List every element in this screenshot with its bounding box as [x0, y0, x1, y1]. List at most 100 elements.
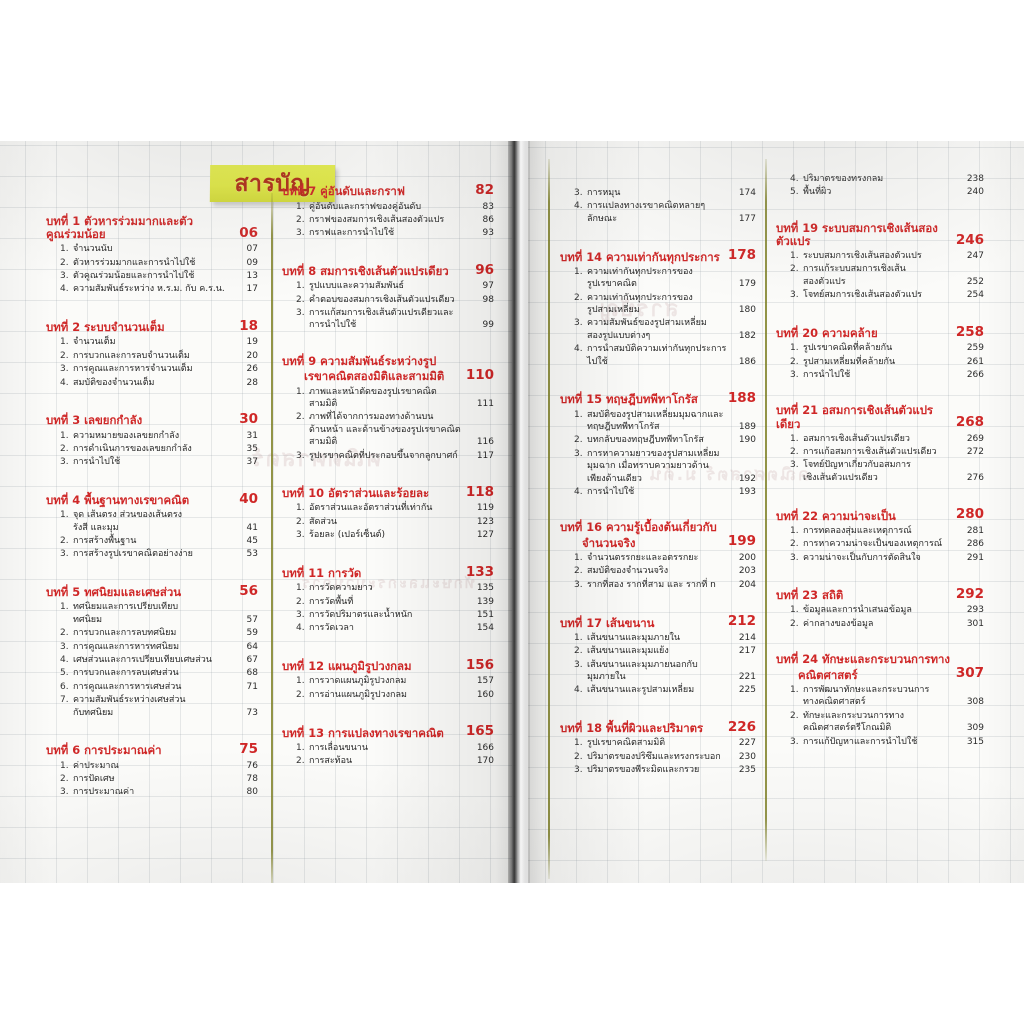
toc-entry[interactable]: 3. รากที่สอง รากที่สาม และ รากที่ n 204 — [574, 579, 756, 591]
toc-entry[interactable]: 1. ค่าประมาณ 76 — [60, 760, 258, 772]
toc-entry[interactable]: 1. ระบบสมการเชิงเส้นสองตัวแปร 247 — [790, 250, 984, 262]
toc-entry[interactable]: 1. การวาดแผนภูมิรูปวงกลม 157 — [296, 675, 494, 687]
toc-entry[interactable]: 2. กราฟของสมการเชิงเส้นสองตัวแปร 86 — [296, 214, 494, 226]
toc-entry[interactable]: 3. การหมุน 174 — [574, 187, 756, 199]
toc-entry[interactable]: 3. ความสัมพันธ์ของรูปสามเหลี่ยม สองรูปแบบต… — [574, 317, 756, 342]
toc-chapter-heading[interactable]: บทที่ 18 พื้นที่ผิวและปริมาตร 226 — [560, 719, 756, 736]
toc-entry[interactable]: 2. ตัวหารร่วมมากและการนำไปใช้ 09 — [60, 257, 258, 269]
toc-entry[interactable]: 4. เศษส่วนและการเปรียบเทียบเศษส่วน 67 — [60, 654, 258, 666]
toc-entry[interactable]: 2. การหาความน่าจะเป็นของเหตุการณ์ 286 — [790, 538, 984, 550]
toc-entry[interactable]: 3. ร้อยละ (เปอร์เซ็นต์) 127 — [296, 529, 494, 541]
toc-entry[interactable]: 3. โจทย์ปัญหาเกี่ยวกับอสมการ เชิงเส้นตัวแป… — [790, 459, 984, 484]
toc-entry[interactable]: 3. การแก้ปัญหาและการนำไปใช้ 315 — [790, 736, 984, 748]
toc-entry[interactable]: 3. การประมาณค่า 80 — [60, 786, 258, 798]
toc-chapter-heading[interactable]: บทที่ 5 ทศนิยมและเศษส่วน 56 — [46, 583, 258, 600]
toc-entry[interactable]: 4. การวัดเวลา 154 — [296, 622, 494, 634]
toc-chapter-heading[interactable]: บทที่ 3 เลขยกกำลัง 30 — [46, 411, 258, 428]
toc-chapter-heading[interactable]: บทที่ 17 เส้นขนาน 212 — [560, 614, 756, 630]
toc-entry[interactable]: 1. ความเท่ากันทุกประการของ รูปเรขาคณิต 179 — [574, 266, 756, 291]
toc-chapter-heading[interactable]: บทที่ 12 แผนภูมิรูปวงกลม 156 — [282, 657, 494, 674]
toc-entry[interactable]: 3. การนำไปใช้ 266 — [790, 369, 984, 381]
toc-entry[interactable]: 4. สมบัติของจำนวนเต็ม 28 — [60, 377, 258, 389]
toc-entry[interactable]: 5. การบวกและการลบเศษส่วน 68 — [60, 667, 258, 679]
toc-entry[interactable]: 2. การดำเนินการของเลขยกกำลัง 35 — [60, 443, 258, 455]
toc-entry[interactable]: 1. จุด เส้นตรง ส่วนของเส้นตรง รังสี และมุม… — [60, 509, 258, 534]
toc-entry[interactable]: 1. การทดลองสุ่มและเหตุการณ์ 281 — [790, 525, 984, 537]
toc-chapter-heading[interactable]: บทที่ 8 สมการเชิงเส้นตัวแปรเดียว 96 — [282, 262, 494, 279]
toc-entry[interactable]: 1. สมบัติของรูปสามเหลี่ยมมุมฉากและ ทฤษฎีบท… — [574, 409, 756, 434]
toc-entry[interactable]: 1. ข้อมูลและการนำเสนอข้อมูล 293 — [790, 604, 984, 616]
toc-entry[interactable]: 4. ปริมาตรของทรงกลม 238 — [790, 173, 984, 185]
toc-entry[interactable]: 4. เส้นขนานและรูปสามเหลี่ยม 225 — [574, 684, 756, 696]
toc-entry[interactable]: 3. ความน่าจะเป็นกับการตัดสินใจ 291 — [790, 552, 984, 564]
toc-entry[interactable]: 1. การวัดความยาว 135 — [296, 582, 494, 594]
toc-entry[interactable]: 2. การสร้างพื้นฐาน 45 — [60, 535, 258, 547]
toc-entry[interactable]: 1. อัตราส่วนและอัตราส่วนที่เท่ากัน 119 — [296, 502, 494, 514]
toc-entry[interactable]: 2. การสะท้อน 170 — [296, 755, 494, 767]
toc-entry[interactable]: 2. การอ่านแผนภูมิรูปวงกลม 160 — [296, 689, 494, 701]
toc-entry[interactable]: 2. สมบัติของจำนวนจริง 203 — [574, 565, 756, 577]
toc-chapter-heading[interactable]: บทที่ 11 การวัด 133 — [282, 564, 494, 581]
toc-entry[interactable]: 2. การแก้ระบบสมการเชิงเส้น สองตัวแปร 252 — [790, 263, 984, 288]
toc-chapter-heading[interactable]: บทที่ 1 ตัวหารร่วมมากและตัวคูณร่วมน้อย 06 — [46, 214, 258, 241]
toc-entry[interactable]: 2. ทักษะและกระบวนการทาง คณิตศาสตร์ตรีโกณมิ… — [790, 710, 984, 735]
toc-entry[interactable]: 3. โจทย์สมการเชิงเส้นสองตัวแปร 254 — [790, 289, 984, 301]
toc-entry[interactable]: 1. ความหมายของเลขยกกำลัง 31 — [60, 430, 258, 442]
toc-chapter-heading[interactable]: บทที่ 2 ระบบจำนวนเต็ม 18 — [46, 318, 258, 335]
toc-entry[interactable]: 5. พื้นที่ผิว 240 — [790, 186, 984, 198]
toc-entry[interactable]: 3. การคูณและการหารจำนวนเต็ม 26 — [60, 363, 258, 375]
toc-entry[interactable]: 7. ความสัมพันธ์ระหว่างเศษส่วน กับทศนิยม 73 — [60, 694, 258, 719]
toc-chapter-heading[interactable]: บทที่ 23 สถิติ 292 — [776, 586, 984, 603]
toc-chapter-heading[interactable]: บทที่ 13 การแปลงทางเรขาคณิต 165 — [282, 724, 494, 740]
toc-chapter-heading[interactable]: บทที่ 9 ความสัมพันธ์ระหว่างรูป เรขาคณิตสอ… — [282, 354, 494, 384]
toc-entry[interactable]: 3. การหาความยาวของรูปสามเหลี่ยม มุมฉาก เมื… — [574, 448, 756, 485]
toc-entry[interactable]: 2. ภาพที่ได้จากการมองทางด้านบน ด้านหน้า แล… — [296, 411, 494, 448]
toc-entry[interactable]: 3. รูปเรขาคณิตที่ประกอบขึ้นจากลูกบาศก์ 117 — [296, 450, 494, 462]
toc-entry[interactable]: 2. เส้นขนานและมุมแย้ง 217 — [574, 645, 756, 657]
toc-entry[interactable]: 3. การคูณและการหารทศนิยม 64 — [60, 641, 258, 653]
toc-entry[interactable]: 1. จำนวนนับ 07 — [60, 243, 258, 255]
toc-chapter-heading[interactable]: บทที่ 22 ความน่าจะเป็น 280 — [776, 507, 984, 523]
toc-entry[interactable]: 1. จำนวนเต็ม 19 — [60, 336, 258, 348]
toc-entry[interactable]: 3. ตัวคูณร่วมน้อยและการนำไปใช้ 13 — [60, 270, 258, 282]
toc-entry[interactable]: 1. รูปเรขาคณิตสามมิติ 227 — [574, 737, 756, 749]
toc-entry[interactable]: 1. รูปแบบและความสัมพันธ์ 97 — [296, 280, 494, 292]
toc-chapter-heading[interactable]: บทที่ 14 ความเท่ากันทุกประการ 178 — [560, 248, 756, 264]
toc-chapter-heading[interactable]: บทที่ 4 พื้นฐานทางเรขาคณิต 40 — [46, 491, 258, 508]
toc-entry[interactable]: 1. ภาพและหน้าตัดของรูปเรขาคณิต สามมิติ 111 — [296, 386, 494, 411]
toc-entry[interactable]: 4. ความสัมพันธ์ระหว่าง ห.ร.ม. กับ ค.ร.น. 1… — [60, 283, 258, 295]
toc-entry[interactable]: 4. การแปลงทางเรขาคณิตหลายๆ ลักษณะ 177 — [574, 200, 756, 225]
toc-chapter-heading[interactable]: บทที่ 16 ความรู้เบื้องต้นเกี่ยวกับ จำนวนจ… — [560, 521, 756, 550]
toc-entry[interactable]: 3. กราฟและการนำไปใช้ 93 — [296, 227, 494, 239]
toc-chapter-heading[interactable]: บทที่ 24 ทักษะและกระบวนการทาง คณิตศาสตร์ 3… — [776, 653, 984, 682]
toc-entry[interactable]: 2. รูปสามเหลี่ยมที่คล้ายกัน 261 — [790, 356, 984, 368]
toc-entry[interactable]: 3. การแก้สมการเชิงเส้นตัวแปรเดียวและ การนำ… — [296, 307, 494, 332]
toc-chapter-heading[interactable]: บทที่ 10 อัตราส่วนและร้อยละ 118 — [282, 484, 494, 501]
toc-entry[interactable]: 2. ความเท่ากันทุกประการของ รูปสามเหลี่ยม 18… — [574, 292, 756, 317]
toc-entry[interactable]: 1. รูปเรขาคณิตที่คล้ายกัน 259 — [790, 342, 984, 354]
toc-entry[interactable]: 2. การบวกและการลบจำนวนเต็ม 20 — [60, 350, 258, 362]
toc-entry[interactable]: 2. คำตอบของสมการเชิงเส้นตัวแปรเดียว 98 — [296, 294, 494, 306]
toc-entry[interactable]: 2. การแก้อสมการเชิงเส้นตัวแปรเดียว 272 — [790, 446, 984, 458]
toc-entry[interactable]: 1. อสมการเชิงเส้นตัวแปรเดียว 269 — [790, 433, 984, 445]
toc-entry[interactable]: 6. การคูณและการหารเศษส่วน 71 — [60, 681, 258, 693]
toc-chapter-heading[interactable]: บทที่ 20 ความคล้าย 258 — [776, 324, 984, 341]
toc-entry[interactable]: 2. การปัดเศษ 78 — [60, 773, 258, 785]
toc-entry[interactable]: 1. เส้นขนานและมุมภายใน 214 — [574, 632, 756, 644]
toc-entry[interactable]: 4. การนำสมบัติความเท่ากันทุกประการ ไปใช้ 18… — [574, 343, 756, 368]
toc-entry[interactable]: 3. การวัดปริมาตรและน้ำหนัก 151 — [296, 609, 494, 621]
toc-entry[interactable]: 2. สัดส่วน 123 — [296, 516, 494, 528]
toc-chapter-heading[interactable]: บทที่ 19 ระบบสมการเชิงเส้นสองตัวแปร 246 — [776, 221, 984, 248]
toc-entry[interactable]: 2. ค่ากลางของข้อมูล 301 — [790, 618, 984, 630]
toc-entry[interactable]: 1. การเลื่อนขนาน 166 — [296, 742, 494, 754]
toc-entry[interactable]: 2. การบวกและการลบทศนิยม 59 — [60, 627, 258, 639]
toc-entry[interactable]: 3. การสร้างรูปเรขาคณิตอย่างง่าย 53 — [60, 548, 258, 560]
toc-entry[interactable]: 2. บทกลับของทฤษฎีบทพีทาโกรัส 190 — [574, 434, 756, 446]
toc-entry[interactable]: 2. การวัดพื้นที่ 139 — [296, 596, 494, 608]
toc-entry[interactable]: 3. เส้นขนานและมุมภายนอกกับ มุมภายใน 221 — [574, 659, 756, 684]
toc-chapter-heading[interactable]: บทที่ 6 การประมาณค่า 75 — [46, 742, 258, 758]
toc-chapter-heading[interactable]: บทที่ 7 คู่อันดับและกราฟ 82 — [282, 182, 494, 199]
toc-entry[interactable]: 1. การพัฒนาทักษะและกระบวนการ ทางคณิตศาสตร์… — [790, 684, 984, 709]
toc-entry[interactable]: 1. จำนวนตรรกยะและอตรรกยะ 200 — [574, 552, 756, 564]
toc-entry[interactable]: 1. คู่อันดับและกราฟของคู่อันดับ 83 — [296, 201, 494, 213]
